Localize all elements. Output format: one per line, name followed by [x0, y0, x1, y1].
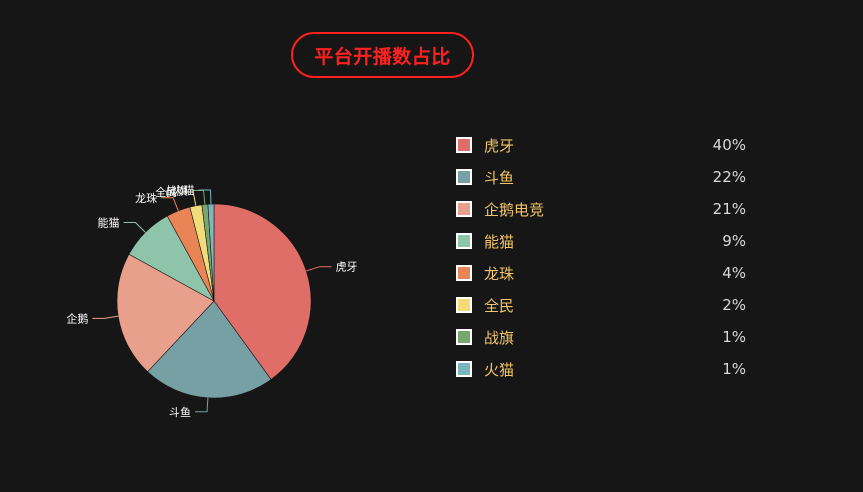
pie-leader-line-1 — [195, 397, 209, 413]
legend-item[interactable]: 战旗 1% — [456, 321, 746, 353]
chart-legend: 虎牙 40% 斗鱼 22% 企鹅电竞 21% 能猫 9% 龙珠 4% 全民 2% 战旗 1% 火猫 1% — [456, 129, 746, 385]
legend-label: 能猫 — [484, 232, 515, 251]
legend-label: 企鹅电竞 — [484, 200, 545, 219]
pie-slice-label-0: 虎牙 — [336, 261, 358, 274]
pie-slice-label-4: 龙珠 — [135, 191, 157, 205]
legend-value: 1% — [722, 360, 746, 378]
pie-slices — [116, 203, 312, 399]
legend-label: 斗鱼 — [484, 168, 515, 187]
legend-swatch — [456, 297, 472, 313]
pie-slice-label-6: 战旗 — [166, 183, 188, 197]
legend-item[interactable]: 虎牙 40% — [456, 129, 746, 161]
legend-swatch — [456, 265, 472, 281]
legend-label: 战旗 — [484, 328, 515, 347]
legend-swatch — [456, 329, 472, 345]
pie-leader-line-3 — [123, 222, 146, 233]
legend-item[interactable]: 能猫 9% — [456, 225, 746, 257]
legend-swatch — [456, 201, 472, 217]
legend-value: 40% — [712, 136, 746, 154]
legend-item[interactable]: 全民 2% — [456, 289, 746, 321]
legend-item[interactable]: 火猫 1% — [456, 353, 746, 385]
legend-swatch — [456, 137, 472, 153]
legend-label: 全民 — [484, 296, 515, 315]
legend-label: 虎牙 — [484, 136, 515, 155]
pie-leader-line-0 — [306, 266, 332, 272]
legend-value: 22% — [712, 168, 746, 186]
legend-item[interactable]: 企鹅电竞 21% — [456, 193, 746, 225]
pie-slice-label-3: 能猫 — [98, 216, 120, 230]
legend-value: 1% — [722, 328, 746, 346]
legend-item[interactable]: 斗鱼 22% — [456, 161, 746, 193]
legend-label: 火猫 — [484, 360, 515, 379]
pie-slice-label-1: 斗鱼 — [169, 405, 191, 419]
pie-leader-line-7 — [198, 189, 212, 205]
legend-swatch — [456, 233, 472, 249]
legend-value: 2% — [722, 296, 746, 314]
pie-leader-line-4 — [161, 197, 179, 211]
pie-slice-label-2: 企鹅 — [66, 311, 88, 325]
pie-slice-label-5: 全民 — [155, 185, 177, 199]
pie-slice-1[interactable] — [147, 300, 272, 399]
legend-value: 4% — [722, 264, 746, 282]
pie-slice-label-7: 火猫 — [173, 184, 195, 197]
legend-label: 龙珠 — [484, 264, 515, 283]
chart-title: 平台开播数占比 — [291, 32, 474, 78]
legend-swatch — [456, 169, 472, 185]
pie-leader-line-2 — [92, 315, 119, 319]
legend-item[interactable]: 龙珠 4% — [456, 257, 746, 289]
pie-leader-line-5 — [181, 191, 197, 206]
legend-value: 21% — [712, 200, 746, 218]
legend-value: 9% — [722, 232, 746, 250]
legend-swatch — [456, 361, 472, 377]
